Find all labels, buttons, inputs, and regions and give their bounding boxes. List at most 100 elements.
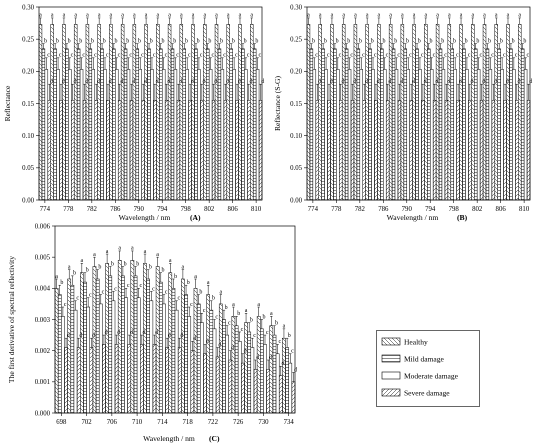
significance-letter: c [114, 286, 117, 292]
significance-letter: c [71, 53, 74, 59]
significance-letter: d [388, 79, 391, 85]
bar-severe-damage [89, 347, 94, 414]
bar-severe-damage [409, 100, 413, 201]
significance-letter: b [111, 261, 114, 267]
significance-letter: c [362, 53, 365, 59]
significance-letter: d [341, 79, 344, 85]
x-tick-label: 798 [181, 206, 192, 213]
y-tick-label: 0.30 [22, 4, 34, 11]
significance-letter: b [406, 38, 409, 44]
bar-moderate-damage [126, 69, 131, 201]
significance-letter: c [315, 53, 318, 59]
significance-letter: a [81, 258, 84, 264]
significance-letter: a [495, 13, 498, 19]
chart-panel-a: a a a a a a a a a a a a a a a a a a a b b b b b b b b b b b b b b b b b b b c c… [3, 4, 264, 222]
significance-letter: d [269, 355, 272, 361]
bar-healthy [92, 266, 97, 414]
significance-letter: c [339, 53, 342, 59]
significance-letter: b [359, 38, 362, 44]
significance-letter: c [152, 286, 155, 292]
significance-letter: d [168, 333, 171, 339]
significance-letter: a [219, 289, 222, 295]
significance-letter: b [347, 38, 350, 44]
significance-letter: d [117, 330, 120, 336]
bar-mild-damage [356, 48, 361, 201]
significance-letter: d [506, 79, 509, 85]
significance-letter: a [460, 13, 463, 19]
bar-healthy [38, 24, 43, 201]
bar-healthy [459, 24, 463, 201]
significance-letter: c [350, 53, 353, 59]
significance-letter: d [435, 79, 438, 85]
significance-letter: a [366, 13, 369, 19]
bar-severe-damage [515, 100, 519, 201]
significance-letter: c [327, 53, 330, 59]
significance-letter: c [503, 53, 506, 59]
bar-healthy [191, 24, 195, 201]
significance-letter: d [482, 79, 485, 85]
significance-letter: b [523, 38, 526, 44]
significance-letter: d [447, 79, 450, 85]
significance-letter: a [63, 13, 66, 19]
significance-letter: c [212, 53, 215, 59]
bar-healthy [144, 24, 148, 201]
significance-letter: d [105, 330, 108, 336]
bar-moderate-damage [225, 334, 229, 414]
x-tick-label: 802 [472, 206, 483, 213]
bar-moderate-damage [465, 69, 469, 201]
significance-letter: a [192, 13, 195, 19]
bar-severe-damage [247, 100, 251, 201]
bar-severe-damage [153, 100, 157, 201]
bar-moderate-damage [200, 322, 204, 414]
significance-letter: d [130, 330, 133, 336]
bar-moderate-damage [185, 69, 189, 201]
bar-mild-damage [121, 275, 125, 414]
significance-letter: b [275, 321, 278, 327]
bar-moderate-damage [488, 69, 493, 201]
bar-severe-damage [215, 356, 220, 414]
bar-mild-damage [217, 48, 222, 201]
bar-mild-damage [100, 48, 104, 201]
significance-letter: b [199, 289, 202, 295]
bar-severe-damage [140, 344, 144, 414]
significance-letter: d [85, 79, 88, 85]
bar-moderate-damage [111, 300, 116, 414]
significance-letter: d [143, 330, 146, 336]
panel-label: (B) [457, 213, 468, 222]
y-tick-label: 0.20 [22, 69, 34, 76]
bar-mild-damage [333, 48, 337, 201]
significance-letter: d [92, 333, 95, 339]
bar-severe-damage [164, 100, 169, 201]
significance-letter: a [55, 274, 58, 280]
bar-moderate-damage [91, 69, 95, 201]
significance-letter: d [206, 339, 209, 345]
y-axis-label: The first derivative of spectral reflect… [7, 256, 16, 383]
bar-healthy [105, 263, 109, 414]
bar-severe-damage [141, 100, 145, 201]
significance-letter: b [220, 38, 223, 44]
bar-severe-damage [503, 100, 507, 201]
bar-severe-damage [385, 100, 390, 201]
significance-letter: a [413, 13, 416, 19]
significance-letter: d [67, 333, 70, 339]
bar-mild-damage [112, 48, 116, 201]
bar-mild-damage [76, 48, 81, 201]
legend-item-healthy: Healthy [381, 338, 428, 347]
x-tick-label: 794 [157, 206, 168, 213]
bar-healthy [250, 24, 254, 201]
significance-letter: d [132, 79, 135, 85]
significance-letter: a [448, 13, 451, 19]
bar-severe-damage [421, 100, 425, 201]
bar-healthy [54, 288, 59, 414]
bar-moderate-damage [429, 69, 434, 201]
significance-letter: b [255, 38, 258, 44]
significance-letter: b [91, 38, 94, 44]
bar-severe-damage [432, 100, 437, 201]
significance-letter: a [118, 246, 121, 252]
significance-letter: a [86, 13, 89, 19]
significance-letter: c [127, 283, 130, 289]
bar-moderate-damage [244, 69, 248, 201]
bar-severe-damage [235, 100, 239, 201]
bar-severe-damage [102, 344, 106, 414]
